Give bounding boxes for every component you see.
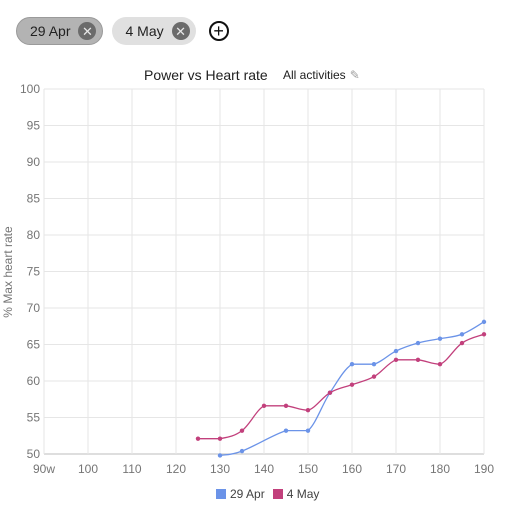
y-tick-label: 95 (27, 119, 41, 133)
y-tick-label: 55 (27, 411, 41, 425)
series-point-0 (217, 453, 223, 458)
activity-filter-label: All activities (283, 68, 346, 82)
x-tick-label: 120 (166, 462, 186, 476)
series-point-1 (349, 382, 355, 387)
x-tick-label: 130 (210, 462, 230, 476)
series-point-1 (239, 428, 245, 433)
y-axis-label: % Max heart rate (1, 226, 15, 318)
close-circle-icon[interactable]: ✕ (78, 22, 97, 40)
y-tick-label: 65 (27, 338, 41, 352)
x-tick-label: 170 (386, 462, 406, 476)
series-point-1 (327, 390, 333, 395)
activity-filter[interactable]: All activities ✎ (283, 68, 360, 82)
grid (43, 88, 485, 455)
series-point-1 (481, 332, 487, 337)
close-circle-icon[interactable]: ✕ (171, 22, 190, 40)
series-point-1 (459, 340, 465, 346)
series-point-1 (261, 403, 267, 409)
series-point-0 (305, 428, 311, 433)
y-ticks: 50 55 60 65 70 75 80 85 90 95 100 (20, 82, 40, 461)
series-point-1 (195, 436, 201, 441)
series-point-0 (371, 362, 377, 367)
series-point-1 (217, 436, 223, 441)
y-tick-label: 85 (27, 192, 41, 206)
y-tick-label: 90 (27, 155, 41, 169)
series-point-1 (393, 357, 399, 363)
chart-title: Power vs Heart rate (144, 67, 268, 83)
series-point-1 (437, 362, 443, 367)
series-line-1 (198, 333, 485, 440)
series-point-0 (481, 319, 487, 325)
y-tick-label: 100 (20, 82, 40, 96)
y-tick-label: 75 (27, 265, 41, 279)
x-tick-label: 100 (78, 462, 98, 476)
series-point-0 (437, 336, 443, 341)
series-point-1 (305, 408, 311, 413)
series-group (195, 319, 487, 458)
series-point-1 (371, 374, 377, 379)
date-chip-label: 29 Apr (30, 23, 71, 39)
x-ticks: 90w 100 110 120 130 140 150 160 170 180 190 (33, 462, 494, 476)
x-tick-label: 90w (33, 462, 55, 476)
series-point-0 (459, 332, 465, 337)
series-point-0 (283, 428, 289, 433)
y-tick-label: 50 (27, 447, 41, 461)
series-point-1 (283, 403, 289, 409)
x-tick-label: 150 (298, 462, 318, 476)
series-point-0 (239, 448, 245, 454)
y-tick-label: 80 (27, 228, 41, 242)
legend-swatch (216, 489, 226, 499)
legend-swatch (272, 489, 283, 499)
legend-label: 4 May (286, 487, 320, 501)
legend-item-1[interactable]: 4 May (272, 487, 320, 501)
x-tick-label: 180 (430, 462, 450, 476)
x-tick-label: 160 (342, 462, 362, 476)
y-tick-label: 60 (27, 374, 41, 388)
x-tick-label: 190 (474, 462, 494, 476)
add-circle-icon[interactable]: + (208, 21, 229, 41)
x-tick-label: 110 (122, 462, 141, 476)
date-chip-0[interactable]: 29 Apr ✕ (16, 17, 104, 45)
legend: 29 Apr 4 May (216, 487, 327, 501)
date-chips: 29 Apr ✕ 4 May ✕ + (16, 17, 229, 45)
x-tick-label: 140 (254, 462, 274, 476)
date-chip-label: 4 May (125, 23, 164, 39)
series-point-1 (415, 357, 421, 363)
y-tick-label: 70 (27, 301, 41, 315)
date-chip-1[interactable]: 4 May ✕ (112, 17, 196, 45)
series-point-0 (415, 340, 421, 346)
legend-item-0[interactable]: 29 Apr (216, 487, 265, 501)
pencil-icon: ✎ (349, 68, 360, 82)
legend-label: 29 Apr (230, 487, 265, 501)
series-point-0 (393, 348, 399, 354)
series-point-0 (349, 362, 355, 367)
